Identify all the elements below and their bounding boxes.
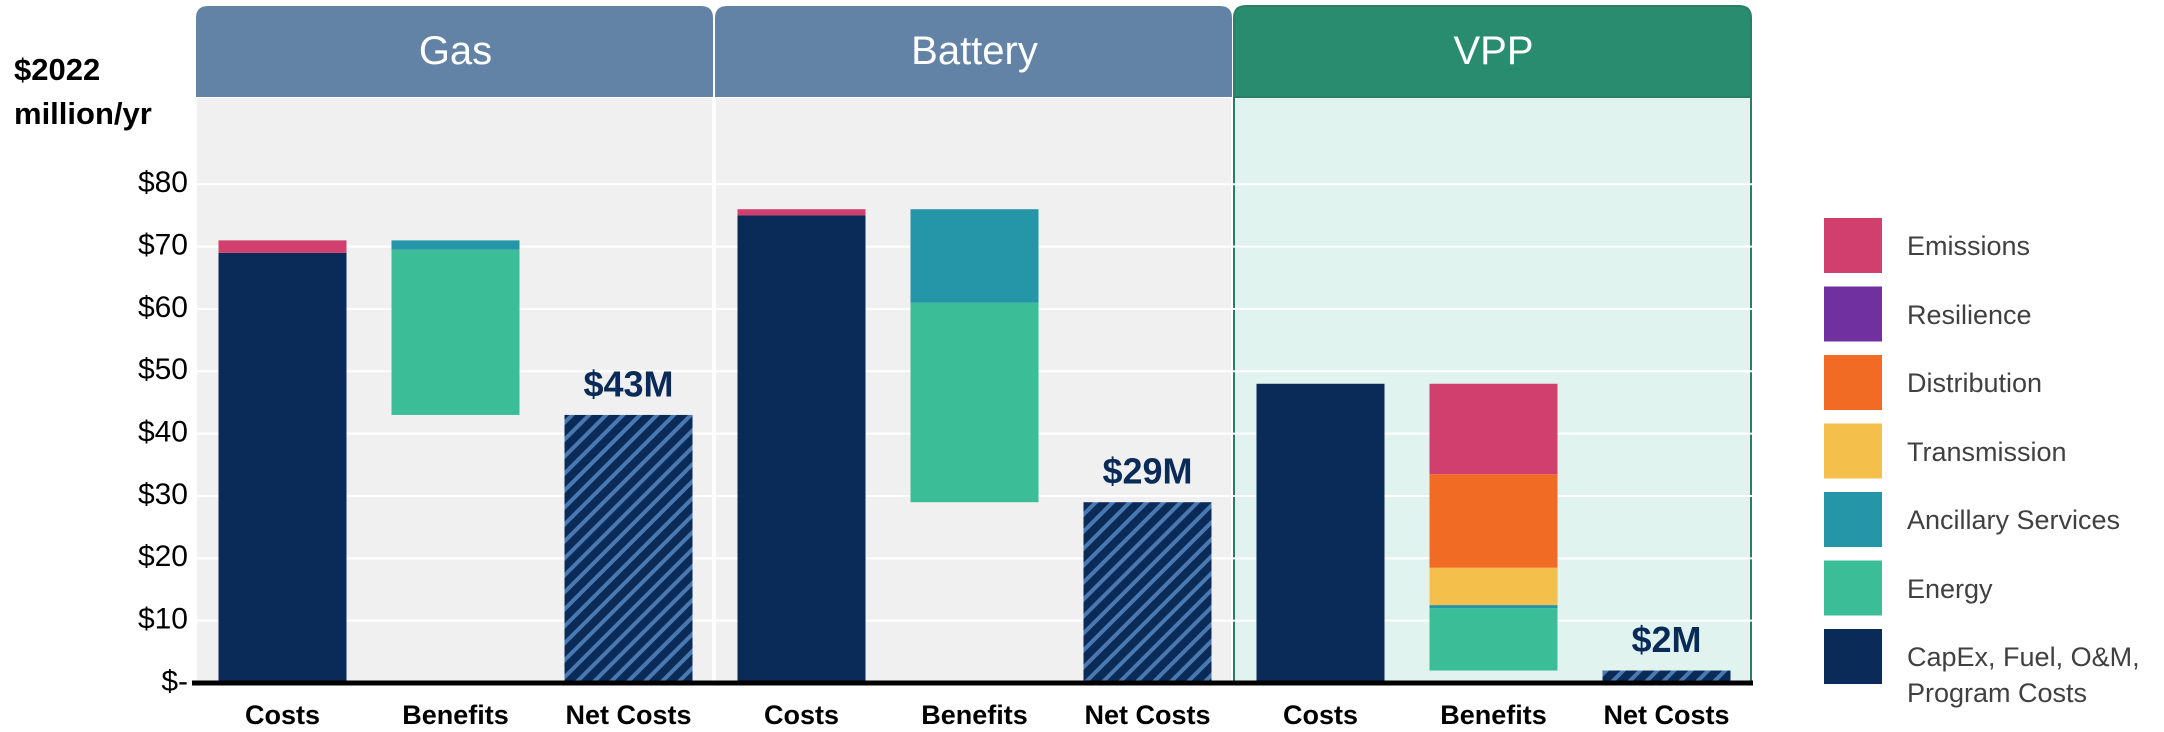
legend-label: Ancillary Services	[1907, 505, 2121, 535]
benefit-segment	[1429, 383, 1558, 475]
net-bar	[1602, 670, 1731, 683]
net-bar	[564, 414, 693, 683]
benefit-segment	[391, 249, 520, 415]
x-tick-label: Benefits	[921, 700, 1028, 730]
legend-swatch	[1824, 629, 1882, 684]
legend-swatch	[1824, 355, 1882, 410]
benefit-segment	[1429, 474, 1558, 568]
benefit-segment	[910, 209, 1039, 303]
x-tick-label: Costs	[1283, 700, 1358, 730]
net-value-label: $43M	[583, 363, 673, 404]
benefit-segment	[910, 302, 1039, 503]
net-value-label: $2M	[1631, 619, 1701, 660]
cost-segment	[1256, 383, 1385, 683]
net-value-label: $29M	[1102, 451, 1192, 492]
benefit-segment	[1429, 608, 1558, 671]
y-axis-label: $2022 million/yr	[14, 52, 152, 131]
legend-label: Emissions	[1907, 231, 2031, 261]
y-tick-label: $30	[138, 478, 188, 511]
y-tick-label: $10	[138, 603, 188, 636]
legend-swatch	[1824, 218, 1882, 273]
x-tick-label: Net Costs	[565, 700, 691, 730]
x-tick-label: Benefits	[402, 700, 509, 730]
y-tick-label: $70	[138, 229, 188, 262]
panel-title: VPP	[1453, 29, 1533, 73]
y-tick-label: $60	[138, 291, 188, 324]
benefit-segment	[391, 240, 520, 250]
x-tick-label: Costs	[245, 700, 320, 730]
legend-swatch	[1824, 492, 1882, 547]
legend-swatch	[1824, 423, 1882, 479]
panel-header	[1233, 5, 1752, 98]
benefit-segment	[1429, 567, 1558, 606]
y-tick-label: $40	[138, 416, 188, 449]
benefit-segment	[1429, 605, 1558, 609]
legend-swatch	[1824, 560, 1882, 616]
cost-segment	[218, 252, 347, 683]
y-tick-label: $80	[138, 166, 188, 199]
x-tick-label: Net Costs	[1084, 700, 1210, 730]
legend-label: CapEx, Fuel, O&M, Program Costs	[1907, 642, 2140, 708]
panel-header	[196, 6, 713, 97]
legend-label: Distribution	[1907, 368, 2043, 398]
cost-segment	[737, 209, 866, 216]
y-tick-label: $20	[138, 540, 188, 573]
legend-label: Resilience	[1907, 299, 2032, 330]
legend-swatch	[1824, 286, 1882, 342]
y-tick-label: $-	[161, 665, 188, 698]
x-tick-label: Costs	[764, 700, 839, 730]
legend-label: Energy	[1907, 573, 1993, 604]
x-tick-label: Net Costs	[1603, 700, 1729, 730]
legend-label: Transmission	[1907, 436, 2067, 467]
panel-header	[715, 6, 1232, 97]
panel-title: Gas	[419, 29, 492, 73]
cost-segment	[218, 240, 347, 253]
panel-title: Battery	[911, 29, 1038, 73]
cost-segment	[737, 215, 866, 683]
y-tick-label: $50	[138, 353, 188, 386]
x-tick-label: Benefits	[1440, 700, 1547, 730]
net-bar	[1083, 502, 1212, 683]
